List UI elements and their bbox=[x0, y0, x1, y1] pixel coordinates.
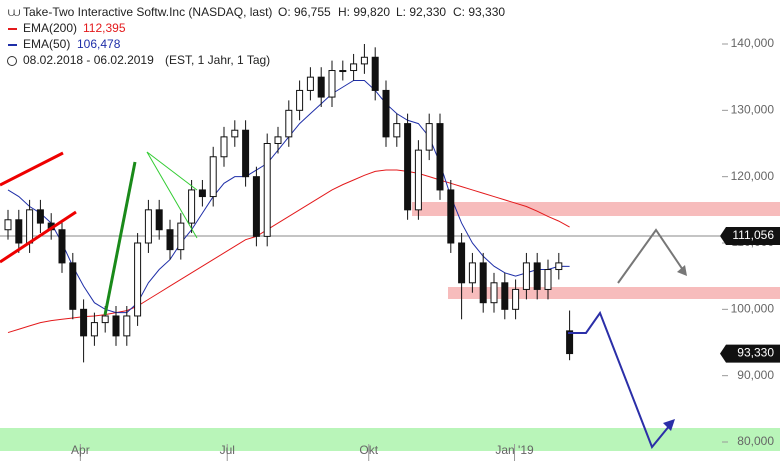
candle-body bbox=[447, 189, 455, 244]
candle-body bbox=[522, 262, 530, 290]
candle-body bbox=[69, 262, 77, 310]
candle-body bbox=[231, 129, 239, 138]
title: Take-Two Interactive Softw.Inc (NASDAQ, … bbox=[23, 5, 272, 19]
channel-line bbox=[0, 210, 77, 264]
candle-body bbox=[317, 76, 325, 98]
trend-line bbox=[146, 151, 198, 239]
trend-line bbox=[103, 161, 137, 316]
candle-body bbox=[555, 262, 563, 271]
candle-body bbox=[296, 89, 304, 111]
legend-value: 106,478 bbox=[77, 37, 121, 51]
arrowhead bbox=[677, 265, 687, 276]
candle-body bbox=[80, 308, 88, 337]
candle-body bbox=[479, 262, 487, 304]
settings: (EST, 1 Jahr, 1 Tag) bbox=[165, 53, 270, 67]
candle-body bbox=[36, 209, 44, 224]
candle-body bbox=[188, 189, 196, 224]
candle-body bbox=[177, 222, 185, 251]
y-tick-label: 120,000 bbox=[731, 169, 775, 183]
candle-body bbox=[425, 123, 433, 151]
candle-body bbox=[414, 149, 422, 211]
candle-body bbox=[252, 176, 260, 237]
candle-body bbox=[155, 209, 163, 231]
candle-body bbox=[285, 109, 293, 138]
price-marker-label: 93,330 bbox=[737, 346, 774, 360]
resistance-zone bbox=[412, 202, 780, 216]
candle-body bbox=[90, 322, 98, 337]
candle-body bbox=[166, 229, 174, 251]
legend-label: EMA(200) bbox=[23, 21, 77, 35]
ohlc: C: 93,330 bbox=[453, 5, 505, 19]
candle-body bbox=[544, 269, 552, 290]
candle-body bbox=[144, 209, 152, 244]
candle-body bbox=[328, 70, 336, 98]
candle-body bbox=[4, 219, 12, 231]
x-tick-label: Okt bbox=[359, 443, 378, 457]
support-zone bbox=[0, 428, 780, 451]
candle-body bbox=[436, 123, 444, 191]
candle-body bbox=[134, 242, 142, 317]
candle-body bbox=[382, 89, 390, 138]
candle-body bbox=[209, 156, 217, 198]
candle-body bbox=[15, 219, 23, 244]
price-marker bbox=[720, 344, 780, 363]
trend-line bbox=[146, 151, 198, 191]
candle-body bbox=[123, 315, 131, 337]
price-marker bbox=[720, 226, 780, 245]
candle-body bbox=[360, 56, 368, 65]
candle-body bbox=[112, 315, 120, 337]
candle-body bbox=[512, 288, 520, 310]
x-tick-label: Jan '19 bbox=[495, 443, 534, 457]
candle-body bbox=[306, 76, 314, 91]
candle-body bbox=[274, 136, 282, 144]
candle-body bbox=[501, 282, 509, 310]
clock-icon bbox=[7, 56, 17, 66]
ohlc: O: 96,755 bbox=[278, 5, 331, 19]
candle-body bbox=[198, 189, 206, 198]
ohlc: H: 99,820 bbox=[338, 5, 390, 19]
x-tick-label: Apr bbox=[71, 443, 90, 457]
candle-body bbox=[533, 262, 541, 290]
channel-line bbox=[0, 151, 64, 187]
ema-line bbox=[7, 169, 570, 334]
candle-body bbox=[58, 229, 66, 264]
candle-body bbox=[350, 63, 358, 72]
candle-body bbox=[458, 242, 466, 284]
candle-body bbox=[404, 123, 412, 211]
y-tick-label: 100,000 bbox=[731, 302, 775, 316]
candle-body bbox=[263, 142, 271, 237]
header: ⩊ Take-Two Interactive Softw.Inc (NASDAQ… bbox=[7, 5, 505, 67]
scenario-arrow bbox=[617, 228, 684, 284]
candle-body bbox=[393, 123, 401, 138]
candle-body bbox=[242, 129, 250, 178]
candle-body bbox=[220, 136, 228, 158]
legend-value: 112,395 bbox=[83, 21, 126, 35]
price-marker-label: 111,056 bbox=[732, 228, 774, 242]
date-range: 08.02.2018 - 06.02.2019 bbox=[23, 53, 154, 67]
candle-body bbox=[566, 330, 574, 355]
scenario-arrow bbox=[568, 310, 671, 449]
y-tick-label: 130,000 bbox=[731, 103, 775, 117]
y-tick-label: 140,000 bbox=[731, 36, 775, 50]
legend-label: EMA(50) bbox=[23, 37, 70, 51]
ohlc: L: 92,330 bbox=[396, 5, 446, 19]
candle-body bbox=[339, 70, 347, 73]
candle-body bbox=[26, 209, 34, 244]
y-tick-label: 90,000 bbox=[737, 368, 774, 382]
candle-body bbox=[101, 315, 109, 324]
x-tick-label: Jul bbox=[220, 443, 235, 457]
arrowhead bbox=[663, 419, 675, 431]
candle-body bbox=[468, 262, 476, 284]
resistance-zone bbox=[448, 287, 780, 299]
candle-body bbox=[490, 282, 498, 304]
candle-body bbox=[371, 56, 379, 91]
y-tick-label: 80,000 bbox=[737, 434, 774, 448]
icon: ⩊ bbox=[8, 5, 20, 19]
